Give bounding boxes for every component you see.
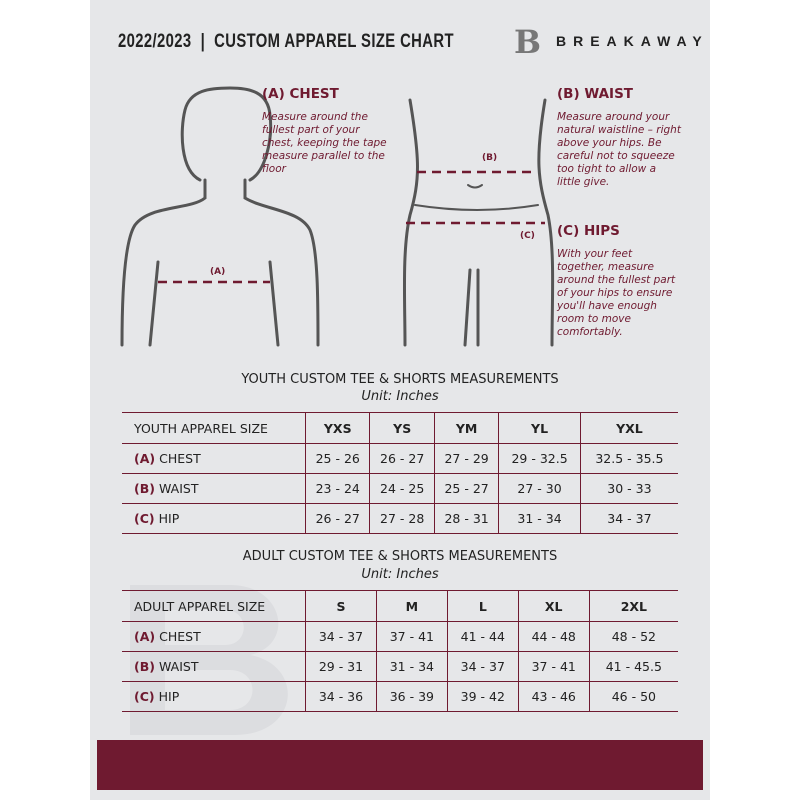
value-cell: 27 - 30	[498, 473, 581, 504]
value-cell: 27 - 29	[433, 443, 499, 474]
value-cell: 37 - 41	[517, 651, 590, 682]
header-cell: YXL	[579, 412, 678, 444]
value-cell: 43 - 46	[517, 681, 590, 712]
value-cell: 31 - 34	[498, 503, 581, 534]
row-label: (B) WAIST	[122, 651, 306, 682]
hips-heading: (C) HIPS	[557, 223, 620, 239]
table-row: (A) CHEST 25 - 26 26 - 27 27 - 29 29 - 32.5 32…	[122, 443, 678, 474]
header-cell: L	[446, 590, 519, 622]
value-cell: 48 - 52	[588, 621, 678, 652]
value-cell: 36 - 39	[375, 681, 448, 712]
page-title: 2022/2023 | CUSTOM APPAREL SIZE CHART	[118, 31, 454, 52]
value-cell: 30 - 33	[579, 473, 678, 504]
value-cell: 39 - 42	[446, 681, 519, 712]
row-label: (B) WAIST	[122, 473, 306, 504]
value-cell: 28 - 31	[433, 503, 499, 534]
figure-illustrations	[120, 86, 555, 347]
waist-description: Measure around your natural waistline – …	[557, 111, 681, 188]
header-cell: S	[305, 590, 377, 622]
table-row: (C) HIP 26 - 27 27 - 28 28 - 31 31 - 34 34 - 3…	[122, 503, 678, 534]
header-cell: YOUTH APPAREL SIZE	[122, 412, 306, 444]
brand-logo: B	[514, 23, 542, 61]
chest-heading: (A) CHEST	[262, 86, 339, 102]
header-cell: M	[375, 590, 448, 622]
value-cell: 25 - 26	[304, 443, 370, 474]
row-name: CHEST	[159, 629, 201, 644]
adult-size-table: ADULT APPAREL SIZE S M L XL 2XL (A) CHEST 34 - 3…	[122, 590, 678, 712]
chest-description: Measure around the fullest part of your …	[262, 111, 387, 175]
value-cell: 37 - 41	[375, 621, 448, 652]
row-name: CHEST	[159, 451, 201, 466]
table-row: (B) WAIST 29 - 31 31 - 34 34 - 37 37 - 41 41 -…	[122, 651, 678, 682]
row-letter: (B)	[134, 481, 155, 496]
row-name: WAIST	[158, 481, 199, 496]
header-cell: YS	[369, 412, 435, 444]
value-cell: 34 - 37	[305, 621, 377, 652]
row-name: WAIST	[158, 659, 199, 674]
value-cell: 25 - 27	[433, 473, 499, 504]
row-label: (C) HIP	[122, 681, 306, 712]
value-cell: 29 - 31	[305, 651, 377, 682]
row-letter: (A)	[134, 451, 156, 466]
value-cell: 24 - 25	[369, 473, 435, 504]
header-cell: YM	[433, 412, 499, 444]
waist-heading: (B) WAIST	[557, 86, 634, 102]
adult-unit: Unit: Inches	[361, 567, 439, 582]
table-header-row: YOUTH APPAREL SIZE YXS YS YM YL YXL	[122, 412, 678, 444]
value-cell: 41 - 45.5	[588, 651, 678, 682]
table-row: (B) WAIST 23 - 24 24 - 25 25 - 27 27 - 30 30 -…	[122, 473, 678, 504]
value-cell: 44 - 48	[517, 621, 590, 652]
table-row: (C) HIP 34 - 36 36 - 39 39 - 42 43 - 46 46 - 5…	[122, 681, 678, 712]
table-row: (A) CHEST 34 - 37 37 - 41 41 - 44 44 - 48 48 -…	[122, 621, 678, 652]
row-letter: (C)	[134, 689, 155, 704]
row-letter: (C)	[134, 511, 155, 526]
row-letter: (B)	[134, 659, 155, 674]
hips-description: With your feet together, measure around …	[557, 248, 676, 338]
value-cell: 26 - 27	[369, 443, 435, 474]
row-name: HIP	[158, 689, 180, 704]
row-name: HIP	[158, 511, 180, 526]
value-cell: 41 - 44	[446, 621, 519, 652]
value-cell: 34 - 37	[579, 503, 678, 534]
youth-size-table: YOUTH APPAREL SIZE YXS YS YM YL YXL (A) CHEST 25…	[122, 412, 678, 534]
value-cell: 34 - 37	[446, 651, 519, 682]
value-cell: 29 - 32.5	[498, 443, 581, 474]
adult-section-title: ADULT CUSTOM TEE & SHORTS MEASUREMENTS	[242, 549, 558, 564]
brand-name: BREAKAWAY	[556, 33, 709, 49]
header-cell: ADULT APPAREL SIZE	[122, 590, 306, 622]
value-cell: 46 - 50	[588, 681, 678, 712]
value-cell: 23 - 24	[304, 473, 370, 504]
value-cell: 32.5 - 35.5	[579, 443, 678, 474]
header-cell: 2XL	[588, 590, 678, 622]
youth-section-title: YOUTH CUSTOM TEE & SHORTS MEASUREMENTS	[241, 372, 559, 387]
youth-unit: Unit: Inches	[361, 389, 439, 404]
header-cell: YXS	[304, 412, 370, 444]
hips-marker: (C)	[520, 231, 535, 241]
row-label: (A) CHEST	[122, 621, 306, 652]
footer-bar	[97, 740, 703, 790]
value-cell: 31 - 34	[375, 651, 448, 682]
table-header-row: ADULT APPAREL SIZE S M L XL 2XL	[122, 590, 678, 622]
row-label: (A) CHEST	[122, 443, 306, 474]
value-cell: 27 - 28	[369, 503, 435, 534]
header-cell: XL	[517, 590, 590, 622]
header-cell: YL	[498, 412, 581, 444]
row-label: (C) HIP	[122, 503, 306, 534]
value-cell: 26 - 27	[304, 503, 370, 534]
chest-marker: (A)	[210, 267, 226, 277]
row-letter: (A)	[134, 629, 156, 644]
value-cell: 34 - 36	[305, 681, 377, 712]
waist-marker: (B)	[482, 153, 498, 163]
